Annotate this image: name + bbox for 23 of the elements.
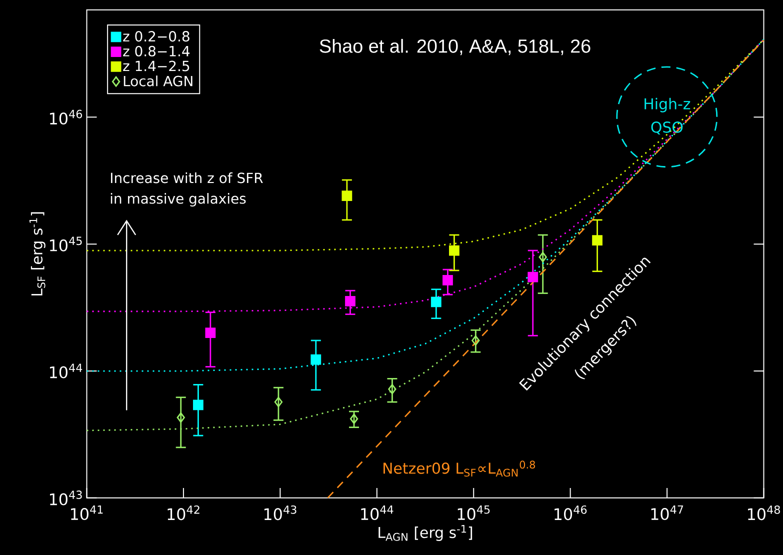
legend-label: z 0.2−0.8 — [123, 31, 190, 42]
y-axis-title: L$_{SF}$ [erg s$^{-1}$] — [29, 212, 46, 296]
y-tick-label: 10$^{44}$ — [50, 364, 82, 378]
legend-label: z 0.8−1.4 — [123, 46, 190, 56]
annotation: Increase with z of SFR — [110, 172, 263, 184]
x-tick-label: 10$^{45}$ — [458, 505, 490, 520]
x-tick-label: 10$^{43}$ — [264, 505, 296, 520]
annotation: High-z — [644, 98, 690, 112]
x-tick-label: 10$^{48}$ — [748, 505, 780, 520]
legend-label: z 1.4−2.5 — [123, 60, 190, 72]
annotation: in massive galaxies — [110, 193, 246, 207]
series-label: Netzer09 L$_{SF}$∝L$_{AGN}$0.8 — [384, 460, 536, 477]
y-tick-label: 10$^{45}$ — [50, 236, 82, 252]
x-tick-label: 10$^{47}$ — [651, 505, 684, 520]
y-tick-label: 10$^{43}$ — [50, 490, 82, 506]
legend-label: Local AGN — [124, 76, 192, 86]
x-tick-label: 10$^{44}$ — [361, 505, 394, 520]
annotation: Shao et al. 2010, A&A, 518L, 26 — [320, 38, 590, 56]
x-tick-label: 10$^{42}$ — [168, 505, 200, 520]
x-axis-title: L$_{AGN}$ [erg s$^{-1}$] — [378, 525, 472, 541]
y-tick-label: 10$^{46}$ — [50, 110, 82, 125]
x-tick-label: 10$^{46}$ — [554, 505, 587, 520]
x-tick-label: 10$^{41}$ — [71, 505, 103, 520]
